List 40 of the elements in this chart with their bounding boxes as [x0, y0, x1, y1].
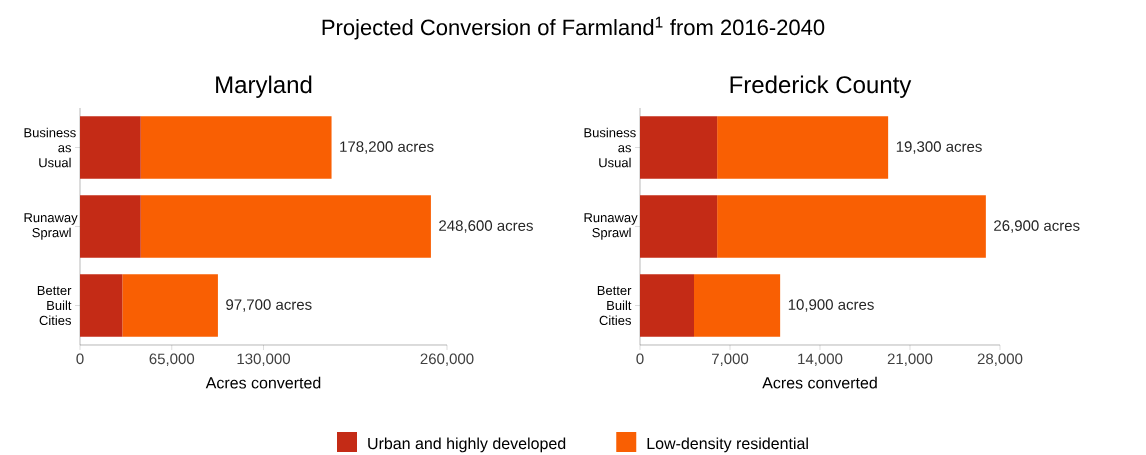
- x-axis-title: Acres converted: [205, 376, 321, 389]
- y-tick-label: Runaway Sprawl: [584, 213, 638, 240]
- x-tick-label: 21,000: [887, 353, 933, 366]
- bar: [694, 274, 781, 337]
- bar: [640, 274, 694, 337]
- x-tick-label: 28,000: [977, 353, 1023, 366]
- bar: [640, 116, 718, 179]
- x-tick-label: 260,000: [420, 353, 474, 366]
- y-tick-label: Better Built Cities: [597, 285, 632, 326]
- y-tick-label: Runaway Sprawl: [24, 213, 78, 240]
- y-tick-label: Business as Usual: [24, 127, 76, 168]
- bar: [122, 274, 218, 337]
- y-tick-label: Business as Usual: [584, 127, 636, 168]
- chart-subtitle: Maryland: [216, 75, 312, 98]
- total-label: 248,600 acres: [439, 220, 533, 233]
- legend-label: Urban and highly developed: [368, 437, 566, 453]
- x-tick-label: 0: [636, 353, 644, 365]
- chart-title: Frederick County: [730, 75, 912, 98]
- total-label: 178,200 acres: [340, 141, 434, 154]
- bar: [717, 116, 889, 179]
- bar: [640, 195, 718, 258]
- bar: [80, 116, 141, 179]
- total-label: 97,700 acres: [226, 299, 312, 312]
- total-label: 19,300 acres: [896, 141, 982, 154]
- bar: [80, 195, 141, 258]
- x-tick-label: 130,000: [237, 353, 291, 366]
- x-axis-title: Acres converted: [762, 376, 877, 389]
- legend-label: Low-density residential: [647, 437, 808, 453]
- text: Projected Conversion of Farmland$^{1}$ from 2016-2040: [322, 16, 825, 40]
- bar: [80, 274, 123, 337]
- bar: [140, 116, 332, 179]
- bar: [717, 195, 986, 258]
- x-tick-label: 65,000: [149, 353, 195, 366]
- total-label: 26,900 acres: [994, 220, 1080, 233]
- total-label: 10,900 acres: [788, 299, 874, 312]
- x-tick-label: 7,000: [712, 353, 749, 366]
- bar: [140, 195, 431, 258]
- y-tick-label: Better Built Cities: [37, 285, 72, 326]
- x-tick-label: 14,000: [798, 353, 843, 366]
- x-tick-label: 0: [76, 353, 84, 365]
